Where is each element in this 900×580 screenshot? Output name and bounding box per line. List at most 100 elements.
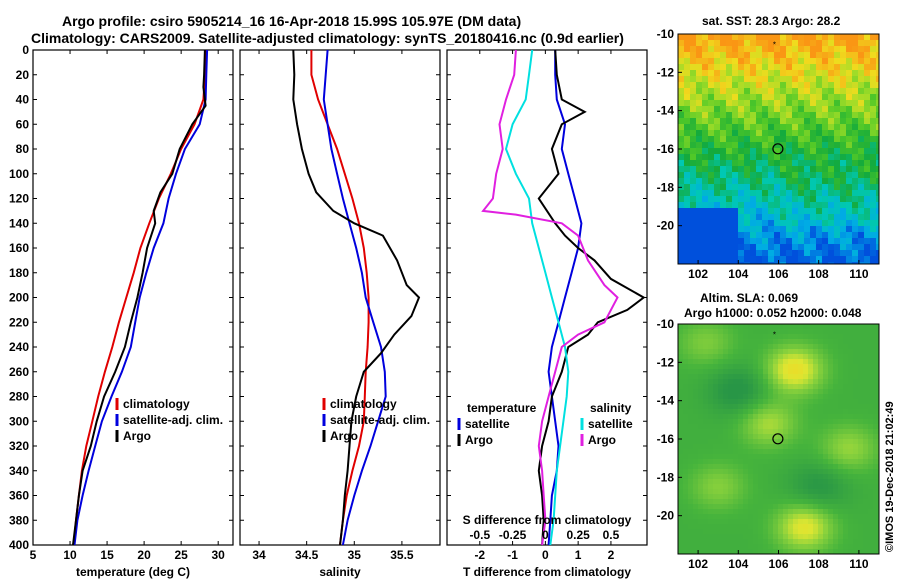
map-cell <box>793 419 799 425</box>
map-cell <box>778 449 784 455</box>
map-cell <box>868 544 874 550</box>
map-cell <box>726 148 733 155</box>
map-cell <box>808 424 814 430</box>
map-cell <box>726 190 733 197</box>
map-cell <box>723 399 729 405</box>
map-cell <box>738 136 745 143</box>
map-cell <box>732 238 739 245</box>
map-cell <box>723 469 729 475</box>
map-cell <box>714 226 721 233</box>
map-cell <box>720 178 727 185</box>
map-cell <box>868 504 874 510</box>
map-cell <box>798 178 805 185</box>
map-cell <box>843 504 849 510</box>
map-cell <box>786 226 793 233</box>
map-cell <box>834 190 841 197</box>
map-cell <box>798 208 805 215</box>
map-cell <box>693 549 699 555</box>
map-cell <box>774 190 781 197</box>
map-cell <box>762 34 769 41</box>
map-cell <box>768 434 774 440</box>
map-cell <box>698 434 704 440</box>
map-cell <box>723 539 729 545</box>
map-cell <box>816 166 823 173</box>
map-cell <box>788 449 794 455</box>
map-cell <box>708 519 714 525</box>
map-cell <box>853 389 859 395</box>
map-cell <box>698 374 704 380</box>
y-tick-label: 320 <box>9 439 29 453</box>
map-cell <box>852 160 859 167</box>
map-cell <box>758 404 764 410</box>
map-cell <box>838 459 844 465</box>
map-cell <box>863 439 869 445</box>
map-cell <box>688 334 694 340</box>
map-cell <box>858 464 864 470</box>
map-cell <box>698 484 704 490</box>
map-cell <box>788 389 794 395</box>
map-cell <box>768 220 775 227</box>
map-cell <box>683 324 689 330</box>
map-cell <box>713 394 719 400</box>
map-cell <box>838 534 844 540</box>
map-cell <box>788 334 794 340</box>
map-cell <box>852 238 859 245</box>
map-cell <box>848 464 854 470</box>
map-cell <box>678 539 684 545</box>
map-cell <box>748 499 754 505</box>
map-cell <box>852 70 859 77</box>
map-cell <box>728 429 734 435</box>
map-cell <box>690 124 697 131</box>
map-cell <box>838 429 844 435</box>
map-cell <box>744 232 751 239</box>
map-cell <box>868 459 874 465</box>
map-cell <box>693 479 699 485</box>
map-cell <box>833 484 839 490</box>
map-cell <box>778 524 784 530</box>
map-cell <box>778 344 784 350</box>
map-cell <box>743 359 749 365</box>
map-cell <box>840 112 847 119</box>
map-cell <box>773 444 779 450</box>
map-cell <box>688 519 694 525</box>
map-cell <box>698 539 704 545</box>
map-cell <box>808 454 814 460</box>
map-cell <box>728 549 734 555</box>
map-cell <box>868 534 874 540</box>
map-cell <box>846 250 853 257</box>
map-cell <box>852 142 859 149</box>
map-cell <box>702 82 709 89</box>
map-cell <box>723 349 729 355</box>
map-cell <box>678 238 685 245</box>
map-cell <box>803 394 809 400</box>
map-cell <box>798 112 805 119</box>
map-cell <box>798 489 804 495</box>
map-cell <box>720 160 727 167</box>
map-cell <box>748 489 754 495</box>
map-cell <box>763 414 769 420</box>
map-cell <box>738 100 745 107</box>
map-cell <box>774 148 781 155</box>
map-cell <box>783 544 789 550</box>
map-cell <box>683 499 689 505</box>
map-cell <box>780 40 787 47</box>
map-cell <box>828 519 834 525</box>
map-cell <box>798 244 805 251</box>
map-cell <box>864 262 871 265</box>
map-cell <box>853 404 859 410</box>
map-cell <box>743 519 749 525</box>
map-cell <box>792 52 799 59</box>
map-cell <box>774 112 781 119</box>
map-cell <box>816 220 823 227</box>
map-cell <box>702 94 709 101</box>
map-cell <box>748 429 754 435</box>
map-cell <box>763 344 769 350</box>
map-cell <box>732 34 739 41</box>
map-cell <box>843 494 849 500</box>
map-cell <box>870 166 877 173</box>
map-cell <box>788 324 794 330</box>
map-cell <box>778 394 784 400</box>
map-cell <box>733 509 739 515</box>
map-cell <box>683 344 689 350</box>
x-tick-label: -2 <box>474 548 485 562</box>
